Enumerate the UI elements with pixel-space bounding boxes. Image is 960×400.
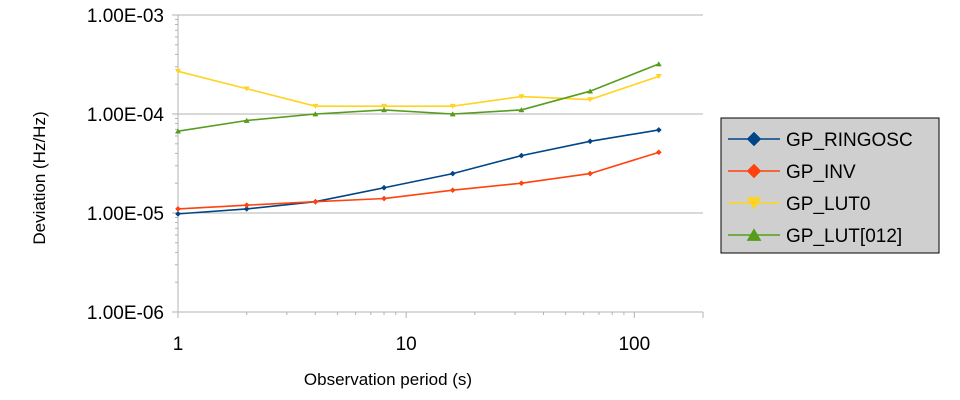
legend-label: GP_RINGOSC [786, 130, 913, 151]
data-point [312, 111, 319, 117]
data-point [243, 117, 250, 123]
legend-marker [746, 197, 762, 210]
data-point [175, 210, 181, 217]
data-point [175, 205, 181, 212]
y-axis-title: Deviation (Hz/Hz) [30, 111, 49, 244]
series-line [177, 63, 660, 133]
series-1 [175, 127, 662, 217]
data-point [312, 103, 319, 109]
legend-marker [746, 163, 762, 179]
data-point [587, 88, 594, 94]
data-point [243, 202, 250, 209]
data-point [381, 184, 388, 191]
x-tick-label: 10 [396, 334, 417, 355]
data-point [449, 187, 456, 194]
data-point [587, 138, 594, 145]
data-point [449, 103, 456, 109]
y-tick-label: 1.00E-04 [87, 105, 165, 126]
data-point [655, 127, 662, 133]
legend-marker [746, 228, 762, 241]
data-point [243, 86, 250, 92]
axes [172, 14, 704, 318]
legend-label: GP_INV [786, 162, 856, 183]
legend-entry: GP_LUT[012] [728, 226, 902, 247]
y-tick-label: 1.00E-06 [87, 303, 164, 324]
series-4 [174, 61, 662, 134]
data-point [174, 128, 182, 134]
series-2 [175, 149, 662, 212]
legend-entry: GP_RINGOSC [728, 130, 913, 151]
y-tick-label: 1.00E-05 [87, 204, 164, 225]
tick-labels: 1.00E-06 1.00E-05 1.00E-04 1.00E-03 1 10 100 [87, 6, 650, 355]
data-point [518, 180, 525, 187]
data-point [243, 205, 250, 212]
legend: GP_RINGOSC GP_INV GP_LUT0 GP_LUT[012] [720, 117, 940, 254]
x-tick-label: 100 [618, 334, 650, 355]
legend-marker [746, 131, 762, 147]
data-point [655, 149, 662, 156]
plot-area [174, 61, 662, 217]
data-point [655, 74, 662, 80]
series-line [177, 151, 660, 210]
data-point [587, 170, 594, 177]
data-point [449, 111, 456, 117]
data-point [381, 103, 388, 109]
data-point [174, 68, 182, 75]
legend-label: GP_LUT0 [786, 194, 870, 215]
legend-entry: GP_LUT0 [728, 194, 870, 215]
x-axis-title: Observation period (s) [304, 370, 472, 389]
data-point [449, 170, 456, 177]
legend-entry: GP_INV [728, 162, 856, 183]
data-point [312, 198, 319, 205]
data-point [587, 97, 594, 103]
legend-label: GP_LUT[012] [786, 226, 902, 247]
data-point [381, 195, 388, 202]
series-3 [174, 68, 662, 109]
data-point [518, 152, 525, 159]
data-point [381, 107, 388, 113]
data-point [518, 107, 525, 113]
data-point [518, 94, 525, 100]
x-tick-label: 1 [173, 334, 184, 355]
series-line [177, 129, 659, 215]
data-point [655, 61, 662, 67]
series-line [177, 70, 660, 107]
y-tick-label: 1.00E-03 [87, 6, 164, 27]
